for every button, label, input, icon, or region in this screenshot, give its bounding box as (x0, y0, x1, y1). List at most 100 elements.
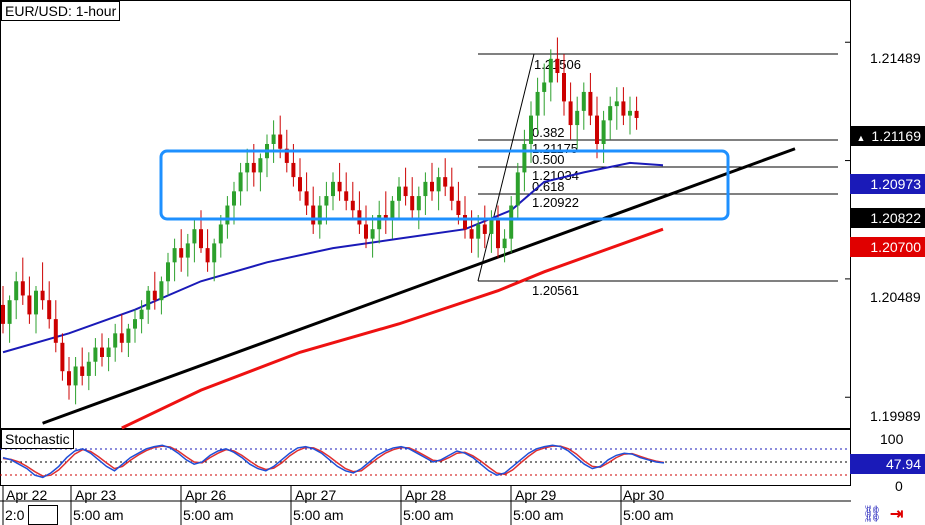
candle-body (73, 366, 78, 386)
candle-body (278, 134, 283, 149)
time-scroll-box[interactable] (28, 505, 58, 525)
stoch-axis-bottom: 0 (895, 478, 903, 494)
candle-body (476, 224, 481, 239)
candle-body (595, 115, 599, 144)
date-label-apr28: Apr 28 (405, 487, 447, 503)
candle-body (218, 224, 223, 244)
candle-body (172, 248, 177, 263)
fib-618-ratio-label: 0.618 (532, 179, 565, 194)
candle-body (423, 181, 428, 197)
candlesticks (1, 37, 639, 405)
candle-body (53, 319, 58, 343)
candle-body (489, 219, 494, 234)
candle-body (614, 101, 619, 107)
time-label-2: 5:00 am (73, 507, 124, 523)
candle-body (390, 200, 395, 220)
candle-body (126, 328, 131, 343)
price-axis-ticks (845, 41, 851, 398)
candle-body (47, 300, 52, 320)
candle-body (192, 229, 197, 244)
candle-body (430, 181, 434, 192)
candle-body (133, 319, 137, 329)
current-price-tag: ▲ 1.21169 (850, 126, 925, 146)
candle-body (608, 106, 613, 121)
candle-body (159, 281, 164, 301)
candle-body (397, 186, 401, 201)
link-icon[interactable]: ⛓ (862, 506, 883, 523)
candle-body (377, 215, 382, 230)
date-label-apr26: Apr 26 (185, 487, 227, 503)
candle-body (119, 333, 124, 343)
stoch-axis-top: 100 (880, 431, 904, 447)
candle-body (555, 58, 560, 73)
candle-body (463, 215, 467, 230)
fib-low-label: 1.20561 (532, 283, 579, 298)
candle-body (344, 191, 349, 201)
date-label-apr27: Apr 27 (295, 487, 337, 503)
candle-body (258, 158, 263, 173)
stoch-k-line (2, 444, 665, 479)
candle-body (20, 281, 25, 296)
candle-body (225, 205, 230, 225)
candle-body (403, 186, 408, 197)
candle-body (139, 309, 144, 320)
candle-body (535, 91, 540, 116)
chart-title: EUR/USD: 1-hour (1, 1, 121, 21)
date-label-apr29: Apr 29 (515, 487, 557, 503)
candle-body (588, 91, 593, 116)
candle-body (284, 148, 289, 163)
candle-body (27, 295, 32, 315)
candle-body (634, 110, 639, 118)
candle-body (179, 248, 184, 258)
candle-body (482, 224, 487, 234)
candle-body (14, 281, 19, 301)
candle-body (106, 347, 111, 357)
candle-body (232, 191, 236, 206)
date-ticks (2, 486, 622, 525)
price-label-1: 1.21489 (870, 50, 921, 66)
candle-body (304, 191, 309, 206)
price-label-3: 1.19989 (870, 408, 921, 424)
candle-body (34, 290, 38, 315)
up-triangle-icon: ▲ (856, 133, 866, 143)
candle-body (350, 200, 355, 211)
candle-body (509, 205, 514, 239)
candle-body (238, 172, 243, 192)
candle-body (1, 304, 5, 324)
candle-body (166, 262, 170, 282)
candle-body (245, 162, 250, 173)
candle-body (331, 181, 335, 197)
fib-618-price-label: 1.20922 (532, 195, 579, 210)
ma-slow-line (121, 227, 664, 430)
candle-body (271, 134, 276, 144)
candle-body (60, 342, 65, 372)
candle-body (383, 215, 388, 220)
fib-500-ratio-label: 0.500 (532, 152, 565, 167)
candle-body (357, 210, 362, 225)
candle-body (93, 347, 98, 362)
fib-swing-line (477, 53, 535, 282)
candle-body (212, 243, 217, 263)
candle-body (364, 224, 368, 239)
candle-body (443, 177, 448, 187)
time-label-3: 5:00 am (183, 507, 234, 523)
candle-body (456, 200, 461, 215)
candle-body (502, 238, 507, 249)
scroll-arrow-icon[interactable]: ⇥ (890, 506, 904, 523)
candle-body (581, 91, 586, 111)
line-price-tag: 1.20822 (850, 208, 925, 228)
candle-body (291, 162, 296, 178)
candle-body (86, 361, 91, 376)
candle-body (575, 110, 580, 126)
candle-body (298, 177, 302, 192)
candle-body (324, 196, 329, 206)
candle-body (522, 144, 527, 173)
candle-body (251, 162, 256, 173)
candle-body (529, 115, 533, 144)
time-label-1: 2:0 (5, 507, 25, 523)
candle-body (146, 290, 151, 310)
date-label-apr22: Apr 22 (6, 487, 48, 503)
price-label-2: 1.20489 (870, 289, 921, 305)
candle-body (548, 58, 553, 83)
